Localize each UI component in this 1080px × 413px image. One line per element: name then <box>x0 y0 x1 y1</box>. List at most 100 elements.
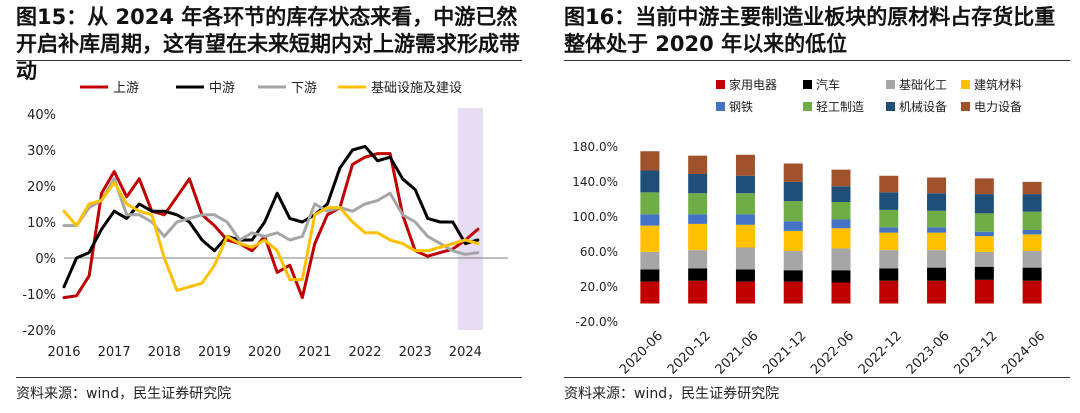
bar-segment <box>831 186 851 202</box>
y-tick-label: 40% <box>27 108 56 123</box>
bar-segment <box>688 250 708 269</box>
source-divider <box>16 377 522 378</box>
figure-16-source: 资料来源：wind，民生证券研究院 <box>564 386 780 402</box>
bar-segment <box>879 192 899 210</box>
bar-segment <box>879 232 899 251</box>
bar-segment <box>640 281 660 304</box>
legend-swatch <box>961 80 970 89</box>
x-tick-label: 2023 <box>399 345 432 360</box>
y-tick-label: 140.0% <box>572 175 618 189</box>
bar-segment <box>783 201 803 222</box>
title-divider <box>564 60 1070 61</box>
legend-label: 上游 <box>113 81 139 96</box>
bar-segment <box>640 269 660 282</box>
bar-segment <box>640 151 660 171</box>
bar-segment <box>1022 181 1042 195</box>
highlight-band-2024 <box>457 108 483 330</box>
legend-swatch <box>716 102 725 111</box>
series-line <box>62 177 480 256</box>
bar-segment <box>927 210 947 228</box>
bar-segment <box>1022 280 1042 304</box>
x-tick-label: 2023-06 <box>904 329 953 374</box>
bar-segment <box>831 228 851 249</box>
x-tick-label: 2020-12 <box>665 329 714 374</box>
bar-segment <box>688 223 708 251</box>
bar-segment <box>927 193 947 211</box>
bar-segment <box>735 281 755 304</box>
x-tick-label: 2016 <box>47 345 80 360</box>
legend-swatch <box>716 80 725 89</box>
bar-segment <box>974 178 994 195</box>
y-tick-label: 20% <box>27 180 56 195</box>
x-tick-label: 2024 <box>449 345 482 360</box>
y-tick-label: -20% <box>22 324 56 339</box>
bar-segment <box>688 280 708 304</box>
source-divider <box>564 377 1070 378</box>
bar-segment <box>640 192 660 215</box>
bar-segment <box>1022 234 1042 251</box>
y-tick-label: -10% <box>22 288 56 303</box>
raw-material-share-stacked-bar-chart: 180.0% 140.0% 100.0% 60.0% 20.0% -20.0%2020-0… <box>572 77 1048 374</box>
bar-segment <box>688 174 708 194</box>
bar-segment <box>1022 267 1042 281</box>
bar-segment <box>688 193 708 215</box>
y-tick-label: -20.0% <box>576 315 618 329</box>
x-tick-label: 2022-12 <box>856 329 905 374</box>
legend-label: 钢铁 <box>729 100 753 114</box>
legend-label: 汽车 <box>816 77 840 92</box>
bar-segment <box>735 193 755 215</box>
series-line <box>62 180 480 292</box>
bar-segment <box>735 154 755 176</box>
bar-segment <box>974 236 994 252</box>
legend-label: 基础设施及建设 <box>371 81 462 96</box>
figure-16-panel: 图16：当前中游主要制造业板块的原材料占存货比重整体处于 2020 年以来的低位… <box>556 0 1076 413</box>
legend-swatch <box>961 102 970 111</box>
bar-segment <box>735 269 755 282</box>
legend-swatch <box>886 102 895 111</box>
bar-segment <box>927 227 947 233</box>
bar-segment <box>783 163 803 182</box>
bar-segment <box>735 224 755 248</box>
bar-segment <box>783 230 803 251</box>
bar-segment <box>927 177 947 194</box>
legend-label: 中游 <box>209 81 235 96</box>
figure-16-title: 图16：当前中游主要制造业板块的原材料占存货比重整体处于 2020 年以来的低位 <box>564 5 1056 56</box>
bar-segment <box>1022 230 1042 235</box>
y-tick-label: 0% <box>35 252 56 267</box>
bar-segment <box>831 202 851 220</box>
bar-segment <box>688 268 708 281</box>
bar-segment <box>879 250 899 269</box>
x-tick-label: 2024-06 <box>999 329 1048 374</box>
bar-segment <box>783 251 803 271</box>
bar-segment <box>1022 211 1042 230</box>
bar-segment <box>831 169 851 187</box>
inventory-cycle-line-chart: 40% 30% 20% 10% 0% -10% -20% 2016 2017 2018 2019 20… <box>22 81 508 360</box>
bar-segment <box>640 170 660 193</box>
bar-segment <box>688 214 708 224</box>
bar-segment <box>974 266 994 280</box>
y-tick-label: 10% <box>27 216 56 231</box>
x-tick-label: 2017 <box>98 345 131 360</box>
bar-segment <box>831 219 851 229</box>
legend-swatch <box>803 102 812 111</box>
bar-segment <box>974 194 994 214</box>
legend-label: 家用电器 <box>729 77 777 92</box>
bar-segment <box>831 270 851 283</box>
series-line <box>62 144 480 289</box>
legend-label: 轻工制造 <box>816 100 864 114</box>
series-line <box>62 152 480 300</box>
bar-segment <box>783 270 803 282</box>
bar-segment <box>783 221 803 231</box>
y-tick-label: 60.0% <box>580 245 618 259</box>
bar-segment <box>974 213 994 232</box>
legend-label: 建筑材料 <box>974 77 1022 92</box>
bar-segment <box>1022 251 1042 268</box>
bar-segment <box>879 227 899 233</box>
legend-label: 电力设备 <box>974 100 1022 114</box>
bar-segment <box>831 248 851 271</box>
bar-segment <box>927 250 947 268</box>
figure-15-source: 资料来源：wind，民生证券研究院 <box>16 386 232 402</box>
x-tick-label: 2020 <box>248 345 281 360</box>
bar-segment <box>831 282 851 304</box>
x-tick-label: 2022 <box>348 345 381 360</box>
